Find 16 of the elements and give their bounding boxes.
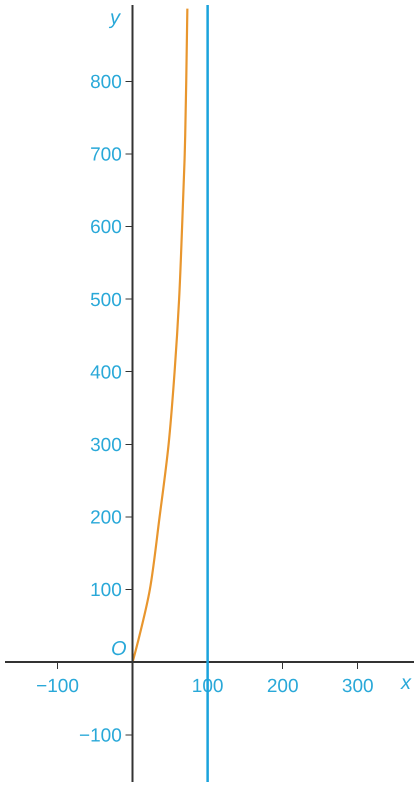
- y-tick-label: 500: [90, 290, 122, 311]
- x-axis-title: x: [400, 672, 412, 694]
- x-tick-label: 300: [342, 676, 374, 697]
- x-tick-label: −100: [36, 676, 79, 697]
- y-tick-label: 300: [90, 434, 122, 456]
- line-series: [131, 8, 188, 664]
- y-tick-label: 100: [90, 580, 122, 602]
- annotation: O: [111, 638, 127, 660]
- y-tick-label: 800: [90, 72, 122, 93]
- y-tick-label: 200: [90, 508, 122, 529]
- y-tick-label: 700: [90, 144, 122, 166]
- y-tick-label: −100: [78, 725, 122, 746]
- y-axis-title: y: [108, 7, 121, 29]
- y-tick-label: 400: [90, 362, 122, 384]
- y-tick-label: 600: [90, 217, 122, 238]
- x-tick-label: 200: [266, 676, 299, 697]
